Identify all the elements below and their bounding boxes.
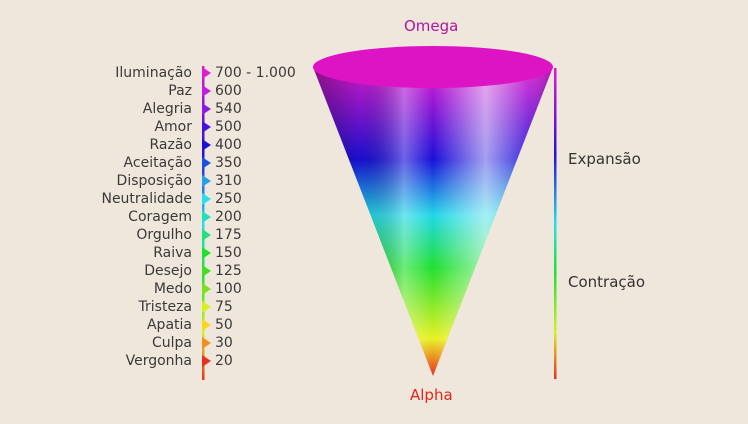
- level-value: 200: [215, 209, 242, 225]
- level-value: 310: [215, 173, 242, 189]
- level-value: 175: [215, 227, 242, 243]
- level-name: Neutralidade: [101, 191, 192, 207]
- alpha-label: Alpha: [410, 386, 453, 404]
- level-name: Culpa: [151, 335, 192, 351]
- level-name: Paz: [168, 83, 192, 99]
- level-name: Alegria: [142, 101, 192, 117]
- level-name: Razão: [149, 137, 193, 153]
- level-name: Coragem: [128, 209, 192, 225]
- expansion-label: Expansão: [568, 150, 641, 168]
- level-value: 50: [215, 317, 233, 333]
- level-name: Vergonha: [125, 353, 192, 369]
- level-marker: [202, 139, 211, 151]
- level-markers: [202, 67, 211, 367]
- level-value: 150: [215, 245, 242, 261]
- level-marker: [202, 121, 211, 133]
- level-name: Iluminação: [115, 65, 192, 81]
- level-marker: [202, 319, 211, 331]
- level-name: Amor: [154, 119, 192, 135]
- level-value: 250: [215, 191, 242, 207]
- level-marker: [202, 283, 211, 295]
- level-name: Apatia: [146, 317, 192, 333]
- level-marker: [202, 301, 211, 313]
- level-value: 30: [215, 335, 233, 351]
- level-marker: [202, 103, 211, 115]
- level-marker: [202, 211, 211, 223]
- level-value: 75: [215, 299, 233, 315]
- level-value: 100: [215, 281, 242, 297]
- level-marker: [202, 157, 211, 169]
- level-name: Tristeza: [138, 299, 192, 315]
- level-name: Aceitação: [123, 155, 192, 171]
- level-value: 400: [215, 137, 242, 153]
- level-name: Disposição: [116, 173, 192, 189]
- cone: [313, 46, 553, 376]
- level-value: 125: [215, 263, 242, 279]
- level-marker: [202, 229, 211, 241]
- level-name: Medo: [153, 281, 192, 297]
- level-marker: [202, 337, 211, 349]
- level-value: 20: [215, 353, 233, 369]
- omega-label: Omega: [404, 17, 459, 35]
- level-marker: [202, 355, 211, 367]
- expansion-contraction-bar: [554, 68, 557, 379]
- level-marker: [202, 85, 211, 97]
- level-value: 500: [215, 119, 242, 135]
- level-name: Desejo: [144, 263, 192, 279]
- level-marker: [202, 193, 211, 205]
- level-marker: [202, 247, 211, 259]
- level-value: 600: [215, 83, 242, 99]
- levels-scale-bar: [202, 66, 205, 380]
- level-marker: [202, 265, 211, 277]
- level-value: 350: [215, 155, 242, 171]
- level-name: Raiva: [153, 245, 192, 261]
- level-marker: [202, 67, 211, 79]
- level-marker: [202, 175, 211, 187]
- level-value: 540: [215, 101, 242, 117]
- level-value: 700 - 1.000: [215, 65, 296, 81]
- level-name: Orgulho: [136, 227, 192, 243]
- contraction-label: Contração: [568, 273, 646, 291]
